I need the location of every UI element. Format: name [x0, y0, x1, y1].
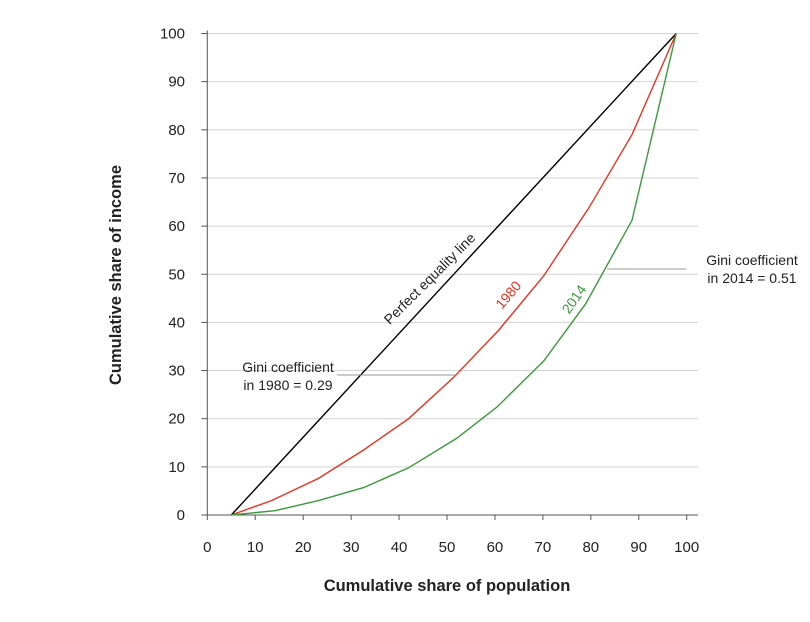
axes: [201, 30, 698, 520]
x-tick-label: 60: [487, 539, 504, 556]
y-tick-label: 70: [168, 170, 185, 187]
x-tick-label: 90: [630, 539, 647, 556]
gridlines: [207, 33, 698, 468]
y-tick-label: 40: [168, 314, 185, 331]
gini-2014-label-line1: Gini coefficient: [706, 252, 798, 268]
x-axis-title: Cumulative share of population: [324, 577, 571, 595]
y-tick-label: 0: [177, 507, 185, 524]
y-tick-labels: 0 10 20 30 40 50 60 70 80 90 100: [160, 26, 185, 525]
x-tick-label: 0: [203, 539, 211, 556]
series-lines: [230, 33, 677, 516]
x-tick-label: 30: [343, 539, 360, 556]
y-tick-label: 60: [168, 218, 185, 235]
y-tick-label: 100: [160, 26, 185, 43]
series-line-perfect-equality-line: [230, 33, 677, 516]
x-tick-labels: 0 10 20 30 40 50 60 70 80 90 100: [203, 539, 699, 556]
y-tick-label: 80: [168, 122, 185, 139]
gini-2014-label-line2: in 2014 = 0.51: [707, 270, 796, 286]
series-1980-label: 1980: [492, 278, 524, 312]
y-axis-title: Cumulative share of income: [107, 165, 125, 385]
x-tick-label: 40: [391, 539, 408, 556]
y-tick-label: 50: [168, 266, 185, 283]
gini-1980-label-line2: in 1980 = 0.29: [243, 377, 332, 393]
x-tick-label: 50: [439, 539, 456, 556]
x-tick-label: 80: [582, 539, 599, 556]
y-tick-label: 20: [168, 411, 185, 428]
perfect-equality-line-label: Perfect equality line: [381, 229, 479, 327]
gini-1980-label-line1: Gini coefficient: [242, 359, 334, 375]
x-tick-label: 70: [535, 539, 552, 556]
y-tick-label: 90: [168, 74, 185, 91]
series-line-1980: [231, 33, 677, 516]
x-tick-label: 20: [295, 539, 312, 556]
series-2014-label: 2014: [558, 282, 589, 317]
y-tick-label: 10: [168, 459, 185, 476]
x-tick-label: 100: [674, 539, 699, 556]
y-tick-label: 30: [168, 363, 185, 380]
x-tick-label: 10: [247, 539, 264, 556]
series-line-2014: [231, 33, 677, 516]
